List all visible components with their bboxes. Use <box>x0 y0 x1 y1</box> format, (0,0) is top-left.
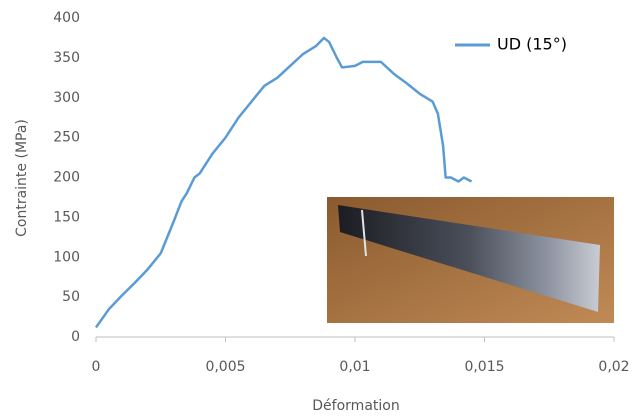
y-axis-title: Contrainte (MPa) <box>14 119 30 237</box>
x-axis-title: Déformation <box>312 398 399 414</box>
y-tick-label: 50 <box>62 289 80 305</box>
chart: Déformation Contrainte (MPa) 0 50 100 150 20… <box>0 0 638 418</box>
y-tick-label: 400 <box>53 10 80 26</box>
y-tick-label: 0 <box>71 329 80 345</box>
y-tick-label: 100 <box>53 249 80 265</box>
y-tick-label: 300 <box>53 90 80 106</box>
y-tick-label: 250 <box>53 130 80 146</box>
y-tick-label: 200 <box>53 170 80 186</box>
x-tick-label: 0,015 <box>464 359 504 375</box>
inset-photo <box>327 197 614 323</box>
x-tick-label: 0,01 <box>339 359 370 375</box>
y-tick-label: 150 <box>53 209 80 225</box>
x-tick-label: 0,02 <box>598 359 629 375</box>
legend-label: UD (15°) <box>497 35 567 54</box>
y-tick-label: 350 <box>53 50 80 66</box>
x-tick-label: 0 <box>92 359 101 375</box>
x-tick-label: 0,005 <box>205 359 245 375</box>
